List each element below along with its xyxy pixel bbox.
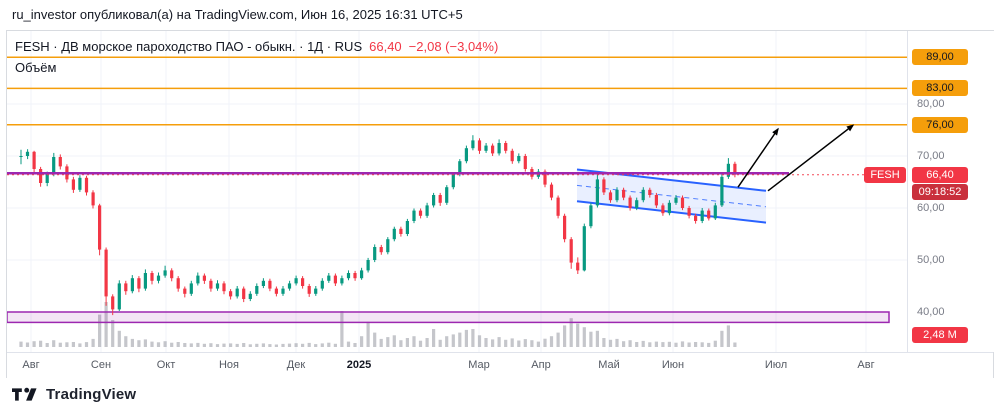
price-change: −2,08 (−3,04%) [408,39,499,54]
time-label: Окт [156,359,176,371]
symbol-title[interactable]: FESH · ДВ морское пароходство ПАО - обык… [15,39,363,54]
time-label: Мар [468,359,490,371]
tradingview-logo-icon[interactable] [12,387,39,402]
volume-value-badge: 2,48 M [912,327,968,343]
chart-legend: FESH · ДВ морское пароходство ПАО - обык… [15,39,498,54]
price-label: 76,00 [912,117,968,133]
bar-countdown: 09:18:52 [912,184,968,200]
volume-legend[interactable]: Объём [15,60,57,75]
time-label: Сен [90,359,112,371]
publish-header: ru_investor опубликовал(а) на TradingVie… [12,7,463,22]
time-label: Апр [531,359,551,371]
chart-frame: FESH · ДВ морское пароходство ПАО - обык… [6,30,994,378]
time-label: Авг [857,359,875,371]
time-label: Июл [764,359,788,371]
price-label: 60,00 [917,202,945,214]
price-label: 70,00 [917,150,945,162]
price-label: 80,00 [917,98,945,110]
last-price: 66,40 [369,39,402,54]
time-label: Июн [661,359,685,371]
candlestick-chart[interactable] [7,31,907,352]
price-label: 83,00 [912,80,968,96]
symbol-price-tag: FESH [864,167,906,183]
time-axis[interactable]: Авг Сен Окт Ноя Дек 2025 Мар Апр Май Июн Июл Авг [7,352,993,378]
time-label: Авг [22,359,40,371]
time-label: Ноя [218,359,240,371]
price-label: 40,00 [917,306,945,318]
time-label: Дек [286,359,306,371]
price-label: 66,40 [912,167,968,183]
price-label: 50,00 [917,254,945,266]
time-label: 2025 [346,359,372,371]
brand-name[interactable]: TradingView [46,386,137,403]
price-label: 89,00 [912,49,968,65]
price-axis[interactable]: 89,00 83,00 80,00 76,00 70,00 66,40 09:18:52 60… [907,31,994,352]
time-label: Май [598,359,620,371]
footer: TradingView [12,386,136,403]
